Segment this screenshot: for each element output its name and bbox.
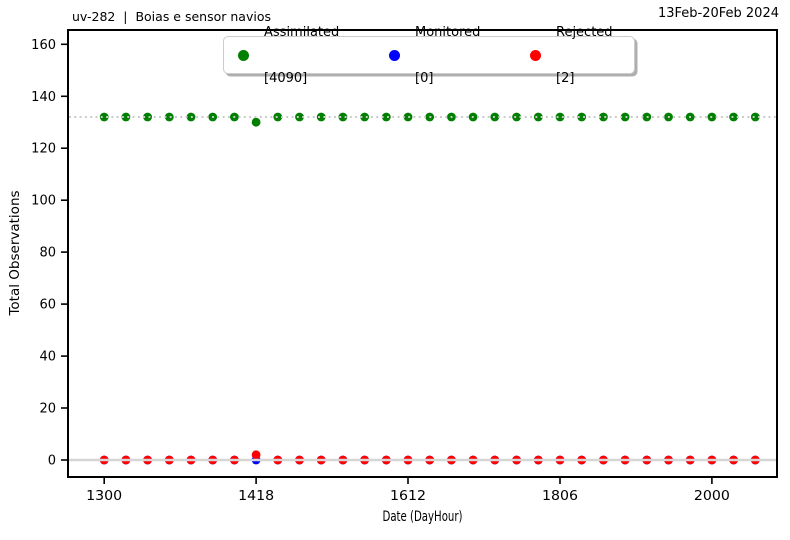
y-tick-label: 100 — [31, 194, 56, 209]
x-tick-label: 2000 — [694, 488, 730, 504]
legend-count-assimilated: [4090] — [264, 71, 308, 86]
point-assimilated — [403, 112, 413, 122]
legend-label-assimilated: Assimilated — [264, 24, 340, 40]
point-assimilated — [381, 112, 391, 122]
legend-marker-assimilated-icon — [238, 50, 249, 61]
point-assimilated — [533, 112, 543, 122]
y-tick-label: 120 — [31, 142, 56, 157]
point-assimilated — [620, 112, 630, 122]
point-assimilated — [316, 112, 326, 122]
y-tick-label: 0 — [48, 454, 56, 469]
point-assimilated — [143, 112, 153, 122]
point-assimilated — [729, 112, 738, 122]
point-assimilated — [273, 112, 283, 122]
point-assimilated — [577, 112, 587, 122]
legend-count-rejected: [2] — [556, 71, 575, 86]
legend-marker-rejected-icon — [530, 50, 541, 61]
point-rejected — [251, 450, 261, 460]
y-tick-label: 80 — [39, 246, 56, 261]
point-assimilated — [512, 112, 521, 122]
legend-item-monitored: Monitored [0] — [389, 25, 480, 86]
y-tick-label: 20 — [39, 402, 56, 417]
point-assimilated — [295, 112, 304, 122]
legend-marker-monitored-icon — [389, 50, 400, 61]
x-tick-label: 1806 — [542, 488, 578, 504]
x-axis-label: Date (DayHour) — [383, 509, 463, 525]
y-tick-label: 140 — [31, 90, 56, 105]
legend-count-monitored: [0] — [415, 71, 434, 86]
plot-header-daterange: 13Feb-20Feb 2024 — [657, 6, 779, 21]
point-assimilated — [251, 117, 261, 127]
y-tick-label: 40 — [39, 350, 56, 365]
legend-label-rejected: Rejected — [556, 24, 613, 40]
point-assimilated — [750, 112, 760, 122]
legend-item-assimilated: Assimilated [4090] — [238, 25, 339, 86]
point-assimilated — [360, 112, 369, 122]
plot-header-title: uv-282 | Boias e sensor navios — [72, 9, 271, 24]
plot-border — [67, 29, 778, 478]
point-assimilated — [338, 112, 348, 122]
point-assimilated — [555, 112, 565, 122]
legend: Assimilated [4090] Monitored [0] Rejecte… — [223, 25, 635, 86]
point-assimilated — [164, 112, 174, 122]
x-tick-label: 1418 — [238, 488, 274, 504]
point-assimilated — [99, 112, 109, 122]
point-assimilated — [599, 112, 608, 122]
y-tick-label: 60 — [39, 298, 56, 313]
point-assimilated — [121, 112, 131, 122]
y-tick-label: 160 — [31, 38, 56, 53]
x-tick-label: 1300 — [86, 488, 122, 504]
legend-item-rejected: Rejected [2] — [530, 25, 613, 86]
legend-label-monitored: Monitored — [415, 24, 481, 40]
x-tick-label: 1612 — [390, 488, 426, 504]
